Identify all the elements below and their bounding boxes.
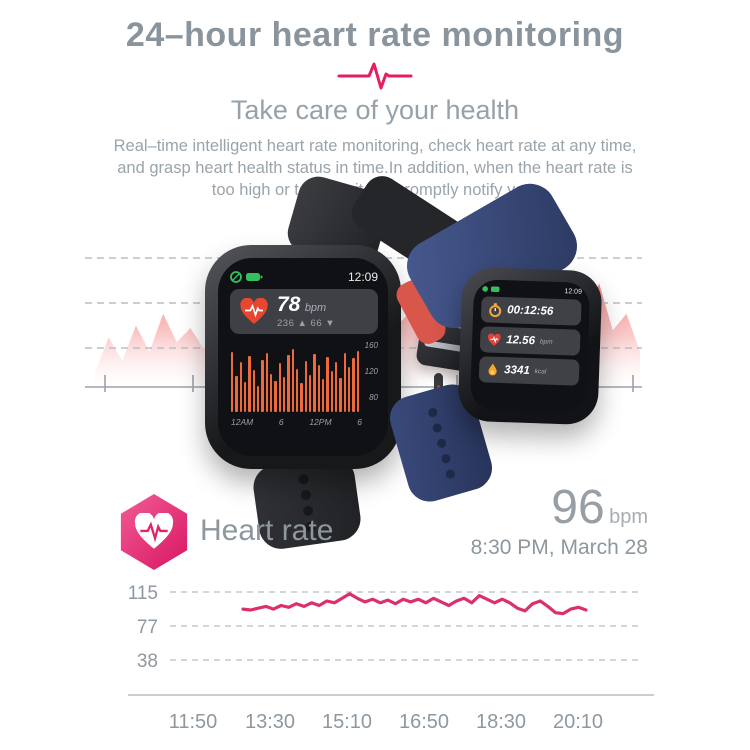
page-subtitle: Take care of your health — [230, 95, 520, 125]
exercise-time-value: 00:12:56 — [507, 304, 554, 318]
heart-rate-mini-value: 12.56 — [505, 334, 536, 348]
svg-text:115: 115 — [128, 583, 158, 604]
heart-rate-bar — [239, 362, 242, 412]
heart-rate-bar — [317, 364, 320, 412]
heart-rate-bar — [295, 368, 299, 412]
heart-rate-bar — [347, 367, 351, 412]
heart-rate-badge — [120, 494, 188, 570]
pulse-divider-icon — [0, 61, 750, 93]
black-watch-bar-chart: 160 120 80 12AM 6 12PM 6 — [230, 341, 378, 427]
black-watch-statusbar: 12:09 — [230, 270, 378, 284]
bar-chart-ylabel: 120 — [364, 367, 378, 376]
y-axis-labels: 115 77 38 — [128, 583, 158, 672]
heart-rate-max-min: 236 ▲ 66 ▼ — [277, 318, 336, 329]
heart-rate-bar — [300, 383, 303, 412]
heart-rate-bars — [231, 348, 359, 412]
heart-rate-bar — [256, 386, 260, 412]
heart-rate-bar — [352, 358, 355, 412]
heart-rate-card: 78 bpm 236 ▲ 66 ▼ — [230, 289, 378, 334]
flame-icon — [488, 362, 497, 375]
heart-rate-bar — [356, 351, 359, 412]
heart-rate-bar — [231, 351, 234, 412]
heart-rate-line — [241, 592, 588, 616]
blue-watch-case: 12:09 00:12:56 — [457, 266, 603, 426]
calories-card: 3341 kcal — [478, 356, 580, 386]
heart-rate-bar — [334, 362, 338, 412]
heart-rate-bar — [330, 371, 333, 412]
description-line: and grasp heart health status in time.In… — [117, 158, 633, 177]
current-heart-rate-value: 96 — [551, 481, 605, 534]
black-watch-time: 12:09 — [347, 270, 378, 284]
bar-chart-xlabels: 12AM 6 12PM 6 — [231, 417, 362, 427]
heart-rate-bar — [339, 377, 342, 412]
calories-value: 3341 — [503, 364, 530, 378]
svg-text:11:50: 11:50 — [169, 711, 218, 733]
heart-rate-bar — [304, 360, 307, 412]
heart-rate-summary-section: Heart rate 96 bpm 8:30 PM, March 28 115 … — [0, 470, 750, 750]
heart-rate-unit: bpm — [304, 302, 327, 314]
heart-rate-bar — [313, 353, 316, 412]
status-icons — [230, 271, 263, 283]
header: 24–hour heart rate monitoring Take care … — [0, 0, 750, 201]
heart-rate-bar — [248, 356, 251, 412]
svg-text:38: 38 — [137, 651, 158, 672]
current-heart-rate-unit: bpm — [609, 506, 648, 528]
svg-text:16:50: 16:50 — [399, 711, 449, 733]
black-smartwatch: 12:09 78 bpm 236 ▲ 66 ▼ — [170, 169, 471, 552]
heart-rate-bar — [269, 373, 273, 412]
heart-rate-value: 78 — [277, 293, 301, 316]
svg-text:77: 77 — [137, 617, 158, 638]
svg-text:15:10: 15:10 — [322, 711, 372, 733]
stopwatch-icon — [489, 302, 502, 317]
exercise-time-card: 00:12:56 — [480, 296, 582, 326]
current-heart-rate: 96 bpm — [551, 480, 648, 535]
description-line: Real–time intelligent heart rate monitor… — [113, 137, 637, 155]
heart-rate-bar — [235, 375, 238, 412]
heart-icon — [487, 333, 501, 346]
heart-rate-bar — [326, 356, 329, 412]
heart-rate-line-chart: 115 77 38 11:50 13:30 15:10 16:50 18:30 … — [128, 583, 654, 733]
bar-chart-ylabel: 160 — [364, 341, 378, 350]
blue-watch-statusbar: 12:09 — [482, 285, 583, 296]
heart-pulse-icon — [134, 513, 174, 549]
heart-rate-bar — [291, 348, 294, 412]
blue-watch-screen: 12:09 00:12:56 — [469, 279, 591, 413]
heart-rate-bar — [308, 375, 312, 412]
heart-rate-bar — [321, 379, 325, 412]
chart-gridlines — [170, 591, 642, 661]
heart-rate-bar — [274, 380, 277, 412]
measurement-timestamp: 8:30 PM, March 28 — [470, 536, 648, 559]
svg-text:13:30: 13:30 — [245, 711, 295, 733]
svg-text:20:10: 20:10 — [553, 711, 603, 733]
hero-section: 12:09 78 bpm 236 ▲ 66 ▼ — [0, 169, 750, 552]
page-title: 24–hour heart rate monitoring — [125, 16, 625, 54]
heart-rate-mini-card: 12.56 bpm — [479, 326, 581, 356]
heart-rate-bar — [282, 376, 286, 412]
bar-chart-xlabel: 6 — [278, 417, 284, 427]
heart-rate-bar — [287, 355, 290, 412]
heart-rate-bar — [265, 352, 268, 412]
bar-chart-xlabel: 12AM — [231, 417, 254, 427]
svg-text:18:30: 18:30 — [476, 711, 526, 733]
heart-icon — [240, 297, 268, 324]
x-axis-labels: 11:50 13:30 15:10 16:50 18:30 20:10 — [169, 711, 603, 733]
heart-rate-bar — [343, 352, 346, 412]
heart-rate-bar — [278, 363, 281, 412]
blue-watch-time: 12:09 — [564, 288, 583, 296]
bar-chart-ylabel: 80 — [369, 393, 378, 402]
heart-rate-bar — [252, 370, 255, 412]
heart-rate-bar — [243, 381, 247, 412]
description: Real–time intelligent heart rate monitor… — [0, 136, 750, 201]
status-icons — [482, 286, 500, 293]
blue-smartwatch: 12:09 00:12:56 — [384, 174, 632, 507]
heart-rate-bar — [261, 359, 264, 412]
heart-rate-label: Heart rate — [200, 514, 334, 547]
bar-chart-xlabel: 6 — [357, 417, 362, 427]
black-watch-screen: 12:09 78 bpm 236 ▲ 66 ▼ — [218, 258, 388, 456]
bar-chart-xlabel: 12PM — [309, 417, 332, 427]
